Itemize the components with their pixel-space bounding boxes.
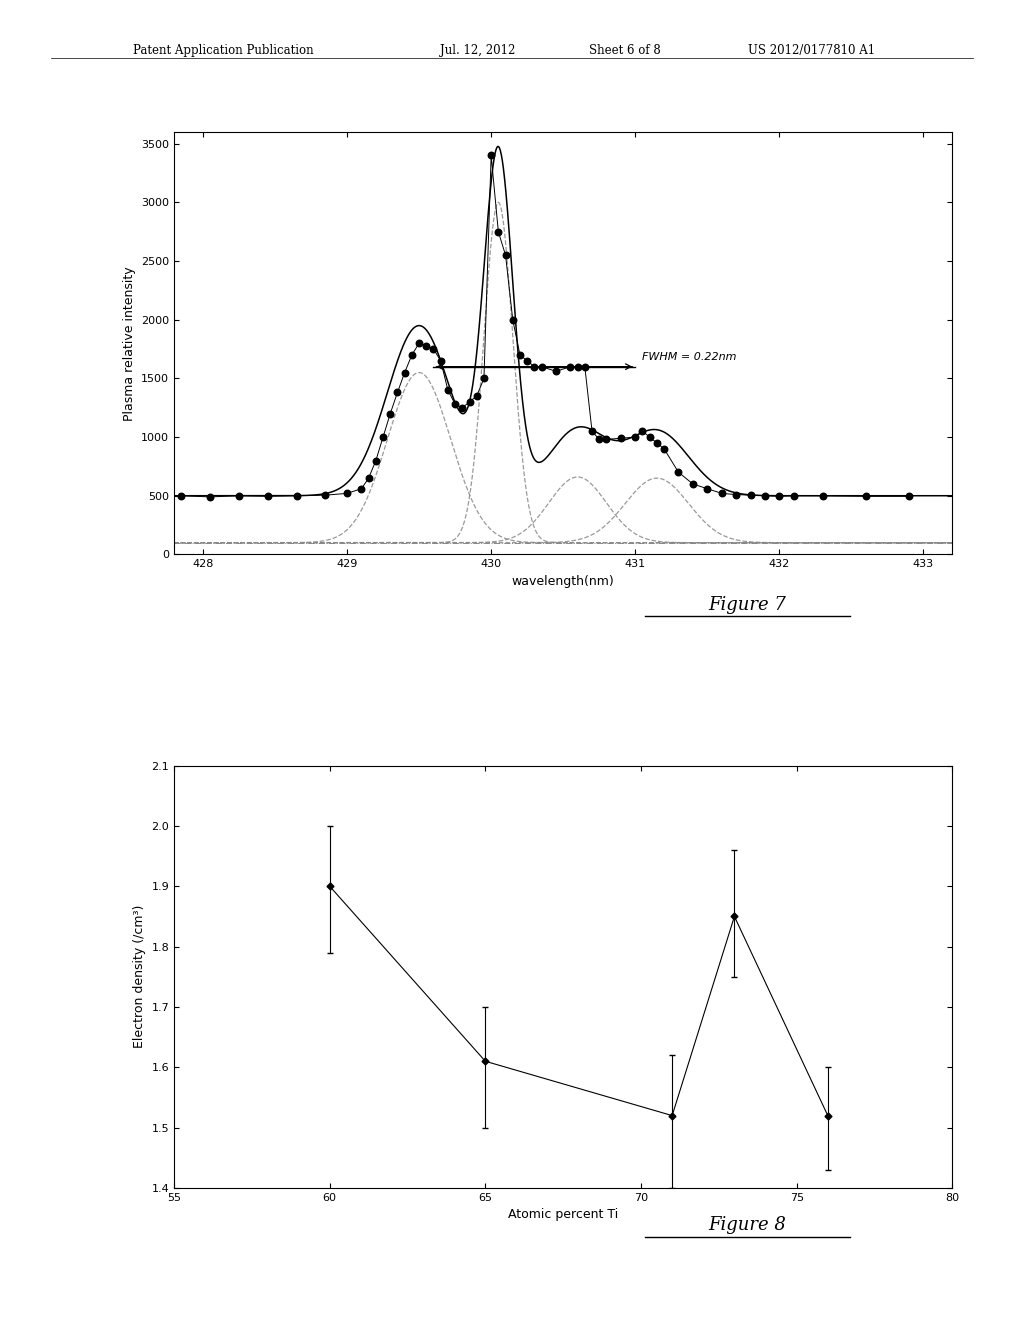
Point bbox=[411, 333, 427, 354]
Point bbox=[490, 222, 507, 243]
Point bbox=[612, 428, 629, 449]
Point bbox=[569, 356, 586, 378]
Point bbox=[454, 397, 470, 418]
Text: Jul. 12, 2012: Jul. 12, 2012 bbox=[440, 44, 516, 57]
Point bbox=[648, 433, 665, 454]
Point bbox=[728, 484, 744, 506]
Point bbox=[534, 356, 550, 378]
Text: US 2012/0177810 A1: US 2012/0177810 A1 bbox=[748, 44, 874, 57]
Point bbox=[498, 244, 514, 265]
Point bbox=[375, 426, 391, 447]
Y-axis label: Plasma relative intensity: Plasma relative intensity bbox=[123, 265, 135, 421]
Point bbox=[512, 345, 528, 366]
Point bbox=[785, 486, 802, 507]
Point bbox=[519, 350, 536, 371]
Text: Patent Application Publication: Patent Application Publication bbox=[133, 44, 313, 57]
Y-axis label: Electron density (/cm³): Electron density (/cm³) bbox=[133, 906, 145, 1048]
Point bbox=[483, 145, 500, 166]
Point bbox=[368, 450, 384, 471]
Point bbox=[230, 486, 247, 507]
Point bbox=[627, 426, 643, 447]
Point bbox=[173, 486, 189, 507]
Point bbox=[476, 368, 493, 389]
Point bbox=[446, 393, 463, 414]
Point bbox=[584, 421, 600, 442]
Point bbox=[685, 474, 701, 495]
Point bbox=[403, 345, 420, 366]
Text: Figure 8: Figure 8 bbox=[709, 1216, 786, 1234]
Point bbox=[548, 360, 564, 381]
Point bbox=[505, 309, 521, 330]
Point bbox=[742, 484, 759, 506]
Point bbox=[562, 356, 579, 378]
Point bbox=[382, 403, 398, 424]
Point bbox=[814, 486, 830, 507]
Point bbox=[858, 486, 874, 507]
Point bbox=[317, 484, 334, 506]
Point bbox=[671, 462, 687, 483]
Point bbox=[641, 426, 657, 447]
Point bbox=[656, 438, 673, 459]
Point bbox=[901, 486, 918, 507]
Text: Figure 7: Figure 7 bbox=[709, 595, 786, 614]
Point bbox=[353, 478, 370, 499]
Point bbox=[432, 350, 449, 371]
Point bbox=[771, 486, 787, 507]
Point bbox=[591, 429, 607, 450]
Point bbox=[425, 338, 441, 359]
Point bbox=[462, 391, 478, 412]
Point bbox=[469, 385, 485, 407]
Point bbox=[418, 335, 434, 356]
Point bbox=[396, 362, 413, 383]
Point bbox=[714, 483, 730, 504]
Point bbox=[699, 478, 716, 499]
Point bbox=[202, 486, 218, 507]
X-axis label: Atomic percent Ti: Atomic percent Ti bbox=[508, 1208, 618, 1221]
X-axis label: wavelength(nm): wavelength(nm) bbox=[512, 574, 614, 587]
Point bbox=[289, 486, 305, 507]
Point bbox=[598, 429, 614, 450]
Point bbox=[526, 356, 543, 378]
Point bbox=[577, 356, 593, 378]
Point bbox=[389, 381, 406, 403]
Point bbox=[259, 486, 275, 507]
Point bbox=[757, 486, 773, 507]
Point bbox=[339, 483, 355, 504]
Point bbox=[360, 467, 377, 488]
Text: FWHM = 0.22nm: FWHM = 0.22nm bbox=[642, 352, 737, 362]
Point bbox=[634, 421, 650, 442]
Text: Sheet 6 of 8: Sheet 6 of 8 bbox=[589, 44, 660, 57]
Point bbox=[439, 380, 456, 401]
